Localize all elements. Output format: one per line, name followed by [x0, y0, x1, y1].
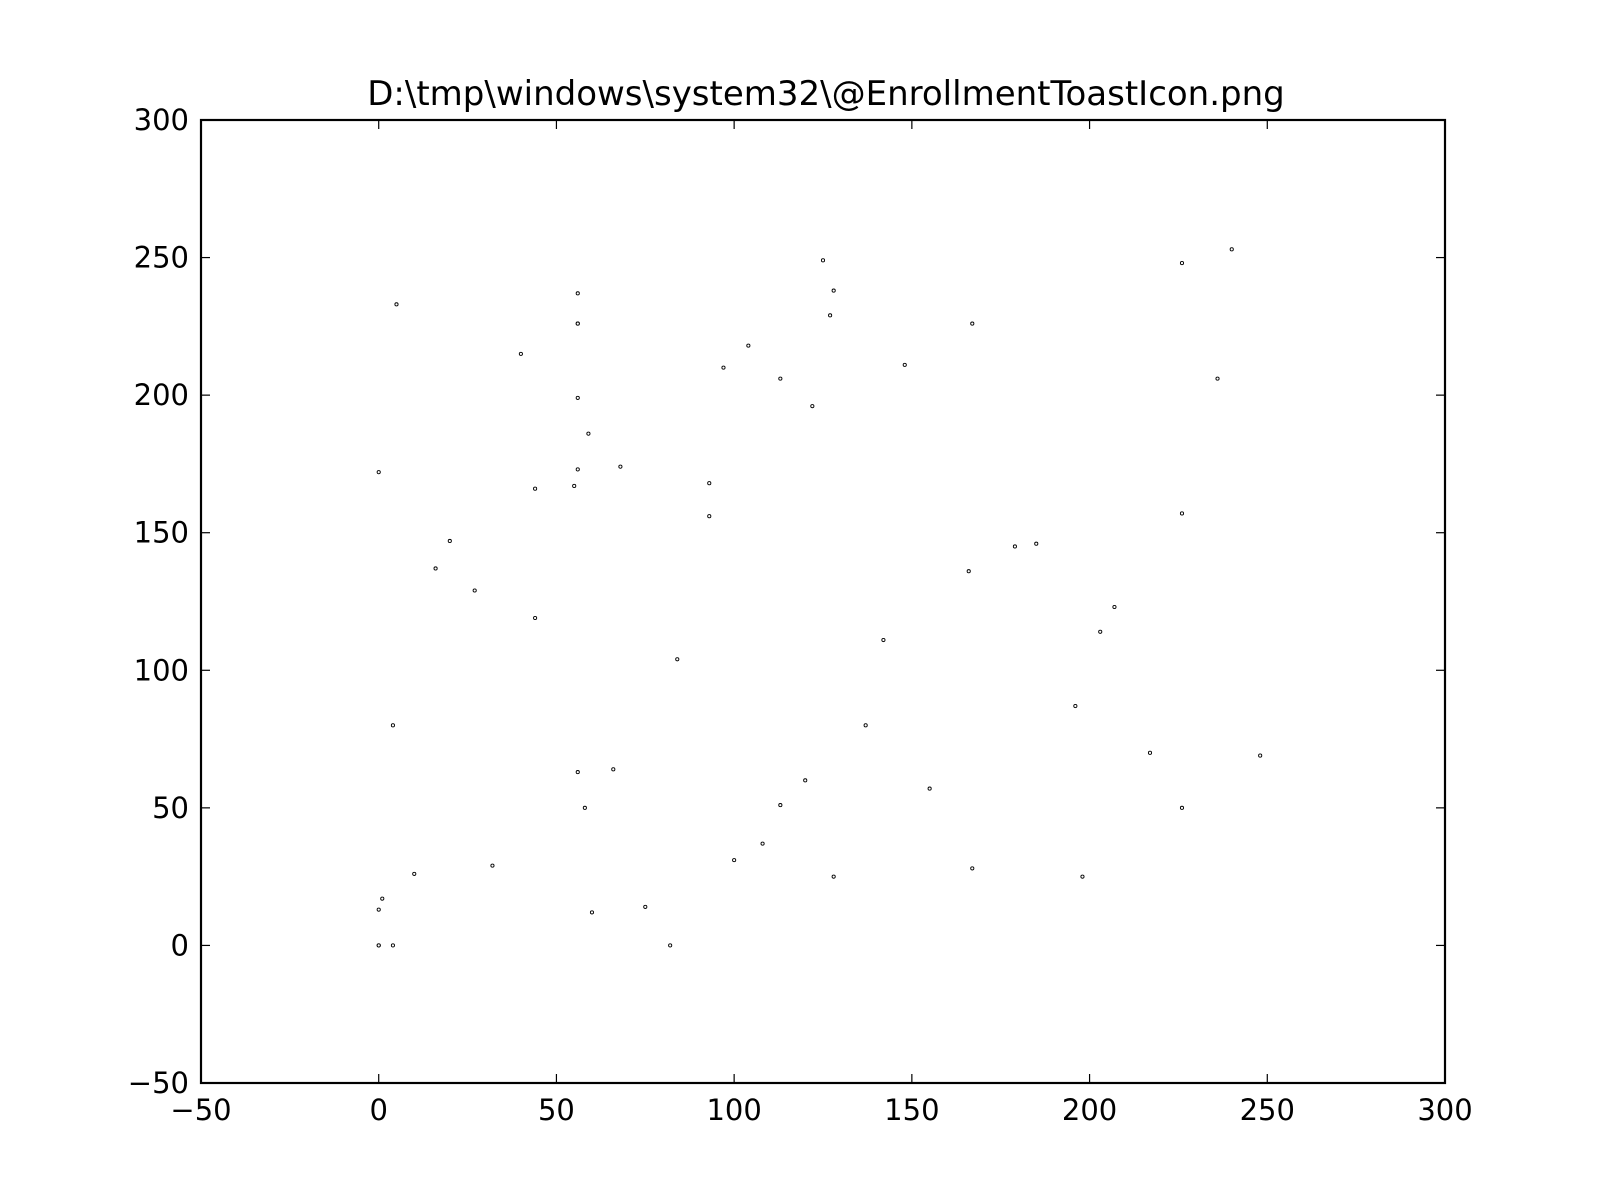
- scatter-point: [778, 376, 783, 381]
- x-tick-label: 50: [538, 1093, 575, 1127]
- y-tick-label: 150: [134, 516, 189, 550]
- x-tick-label: −50: [170, 1093, 231, 1127]
- scatter-point: [390, 943, 395, 948]
- scatter-point: [380, 896, 385, 901]
- scatter-point: [810, 404, 815, 409]
- scatter-point: [1258, 753, 1263, 758]
- scatter-point: [707, 481, 712, 486]
- scatter-point: [1179, 511, 1185, 516]
- scatter-point: [1147, 750, 1153, 755]
- scatter-point: [820, 258, 826, 263]
- x-axis: −50 0 50 100 150 200 250 300: [170, 120, 1473, 1127]
- scatter-point: [721, 365, 726, 370]
- x-tick-label: 250: [1240, 1093, 1295, 1127]
- scatter-point: [618, 464, 623, 469]
- scatter-point: [1080, 874, 1085, 879]
- scatter-point: [881, 637, 886, 643]
- scatter-point: [533, 486, 538, 491]
- scatter-point: [803, 778, 808, 783]
- scatter-point: [394, 302, 399, 307]
- scatter-point: [643, 904, 648, 909]
- scatter-point: [1179, 805, 1185, 810]
- scatter-point: [572, 483, 577, 488]
- scatter-point: [746, 343, 751, 348]
- scatter-point: [447, 538, 452, 544]
- scatter-point: [831, 288, 836, 293]
- scatter-point: [831, 874, 836, 879]
- y-tick-label: 250: [134, 241, 189, 275]
- x-tick-label: 150: [884, 1093, 939, 1127]
- scatter-point: [376, 470, 381, 475]
- scatter-point: [1215, 376, 1220, 381]
- scatter-point: [575, 291, 580, 296]
- y-tick-label: 100: [134, 653, 189, 687]
- scatter-point: [611, 767, 616, 772]
- scatter-point: [575, 321, 580, 326]
- scatter-point: [1073, 704, 1078, 709]
- scatter-point: [1179, 261, 1185, 266]
- scatter-point: [732, 858, 737, 863]
- chart-title: D:\tmp\windows\system32\@EnrollmentToast…: [367, 74, 1285, 114]
- scatter-point: [970, 866, 975, 871]
- scatter-point: [828, 313, 833, 318]
- scatter-point: [778, 803, 783, 808]
- scatter-point: [575, 395, 580, 400]
- scatter-point: [707, 514, 712, 519]
- scatter-point: [760, 841, 765, 846]
- x-tick-label: 0: [369, 1093, 387, 1127]
- scatter-point: [472, 588, 477, 593]
- scatter-point: [675, 657, 680, 662]
- scatter-point: [668, 943, 673, 948]
- scatter-point: [575, 770, 580, 775]
- scatter-point: [970, 321, 975, 326]
- y-axis: −50 0 50 100 150 200 250 300: [128, 103, 1445, 1100]
- scatter-points: [376, 247, 1263, 948]
- y-tick-label: 300: [134, 103, 189, 137]
- scatter-point: [582, 805, 587, 810]
- plot-frame: [199, 118, 1447, 1085]
- scatter-point: [376, 943, 381, 948]
- scatter-point: [533, 615, 538, 621]
- scatter-point: [1034, 541, 1039, 546]
- scatter-point: [390, 723, 395, 728]
- scatter-point: [490, 863, 495, 868]
- scatter-point: [902, 362, 907, 367]
- scatter-point: [589, 910, 595, 915]
- scatter-point: [966, 569, 971, 574]
- y-tick-label: 0: [171, 928, 189, 962]
- scatter-point: [1112, 604, 1117, 610]
- x-tick-label: 200: [1062, 1093, 1117, 1127]
- scatter-point: [433, 566, 438, 571]
- scatter-point: [1012, 544, 1017, 549]
- y-tick-label: 200: [134, 378, 189, 412]
- scatter-point: [518, 351, 523, 356]
- x-tick-label: 300: [1417, 1093, 1472, 1127]
- scatter-point: [412, 871, 417, 876]
- scatter-point: [586, 431, 591, 436]
- scatter-point: [1098, 629, 1103, 634]
- scatter-point: [927, 786, 932, 791]
- plot-area: −50 0 50 100 150 200 250 300 −50 0 50 100 150 200 250…: [128, 103, 1473, 1127]
- scatter-point: [1229, 247, 1234, 252]
- x-tick-label: 100: [706, 1093, 761, 1127]
- y-tick-label: 50: [152, 791, 189, 825]
- scatter-point: [863, 723, 868, 728]
- scatter-point: [575, 467, 580, 472]
- y-tick-label: −50: [128, 1066, 189, 1100]
- scatter-point: [376, 907, 381, 912]
